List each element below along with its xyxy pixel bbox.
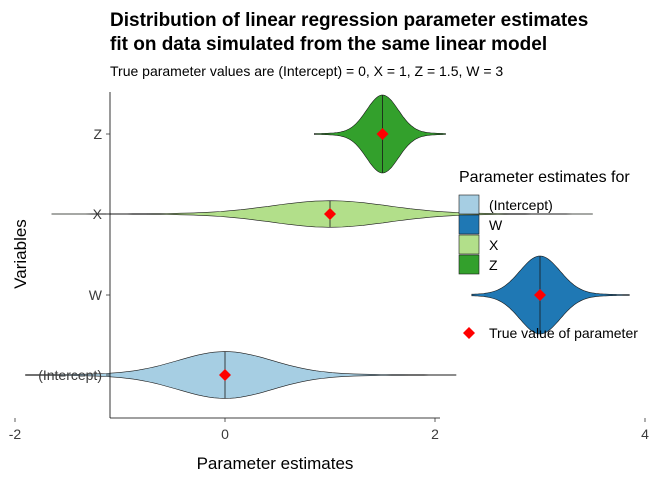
violin-w — [471, 255, 630, 335]
x-axis-title: Parameter estimates — [197, 454, 354, 473]
x-tick-label: 0 — [221, 426, 229, 442]
legend-true-value-label: True value of parameter — [489, 325, 638, 341]
axes: -2 0 2 4(Intercept)WXZ — [9, 92, 649, 442]
violin-x — [51, 200, 593, 228]
true-value-marker-x — [324, 208, 336, 220]
legend-true-value-marker — [463, 327, 475, 339]
legend-label: W — [489, 217, 503, 233]
true-value-marker-w — [534, 289, 546, 301]
true-value-marker-z — [376, 128, 389, 140]
chart-title-line-2: fit on data simulated from the same line… — [110, 34, 547, 55]
legend-label: (Intercept) — [489, 197, 553, 213]
y-tick-label: W — [89, 287, 103, 303]
violin-intercept — [25, 351, 457, 399]
chart-title-line-1: Distribution of linear regression parame… — [110, 10, 588, 31]
x-tick-label: 4 — [641, 426, 649, 442]
plot-area — [25, 94, 630, 399]
y-tick-label: X — [93, 206, 103, 222]
x-tick-label: 2 — [431, 426, 439, 442]
legend-label: X — [489, 237, 499, 253]
y-tick-label: Z — [93, 126, 102, 142]
legend-key-x — [458, 234, 480, 255]
legend: Parameter estimates for (Intercept) WXZ Tr… — [458, 169, 638, 341]
legend-key-intercept — [458, 194, 480, 215]
legend-title: Parameter estimates for — [459, 169, 630, 186]
chart-subtitle: True parameter values are (Intercept) = … — [110, 63, 503, 79]
y-axis-title: Variables — [11, 219, 30, 289]
legend-key-z — [458, 254, 480, 275]
true-value-marker-intercept — [219, 369, 231, 381]
x-tick-label: -2 — [9, 426, 22, 442]
legend-label: Z — [489, 257, 498, 273]
legend-key-w — [458, 214, 480, 235]
y-tick-label: (Intercept) — [38, 367, 102, 383]
